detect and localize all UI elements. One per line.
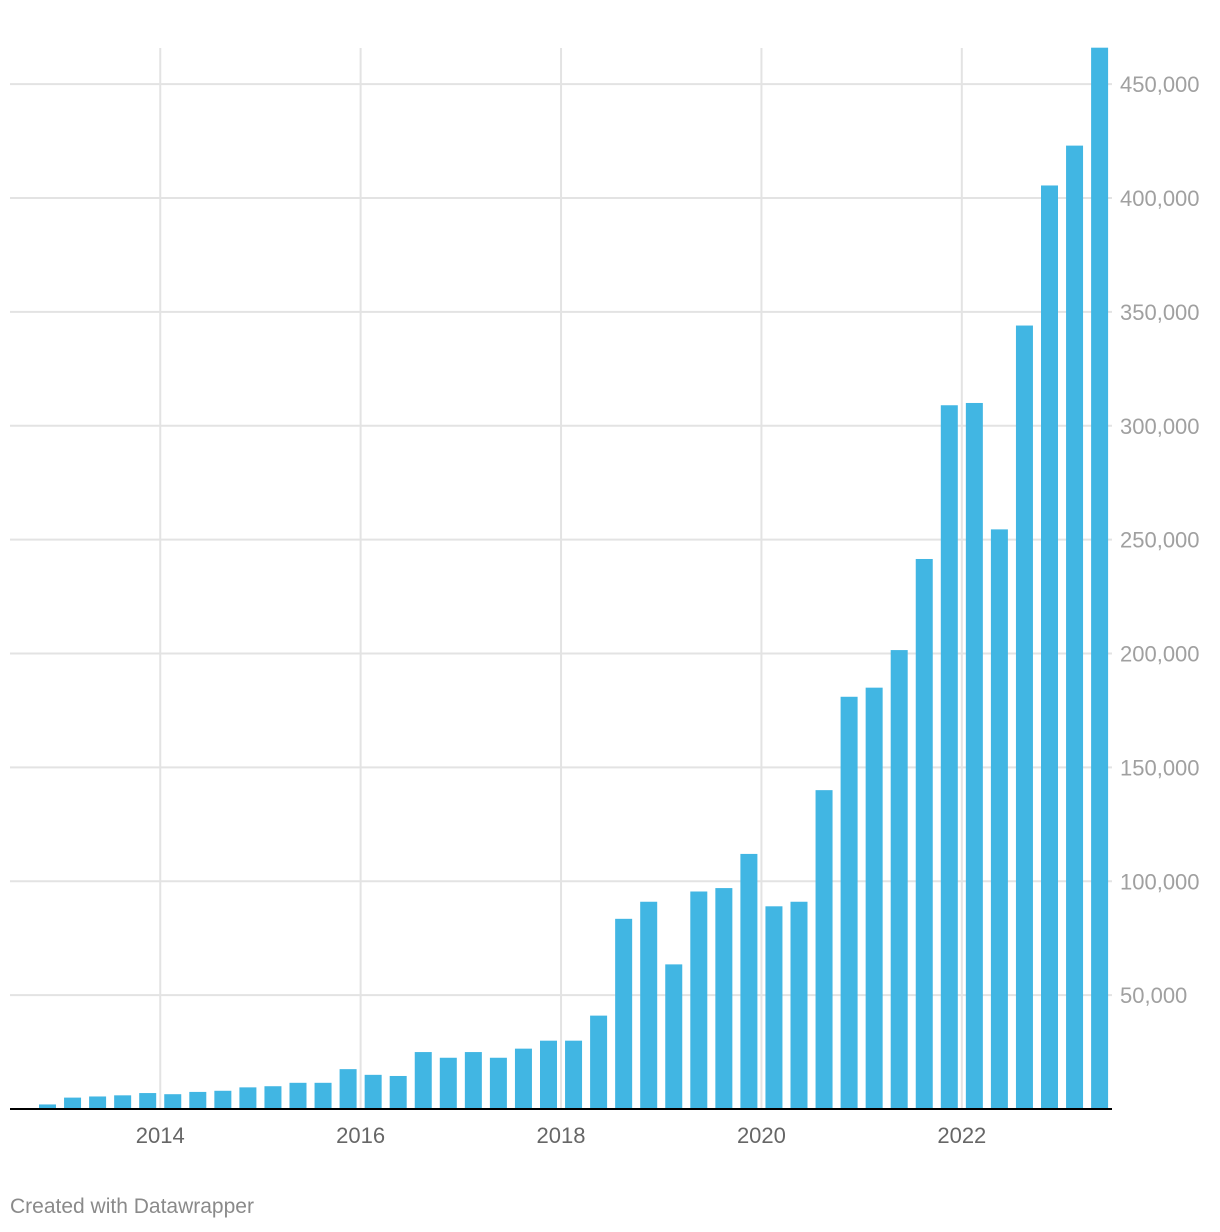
bar-2015-Q1 (264, 1086, 282, 1109)
bar-2013-Q1 (64, 1097, 82, 1109)
bar-2021-Q4 (940, 405, 958, 1109)
bar-2016-Q3 (414, 1052, 432, 1109)
bar-2022-Q4 (1041, 185, 1058, 1109)
bar-2021-Q2 (890, 650, 908, 1109)
y-tick-label: 200,000 (1120, 642, 1200, 667)
bar-2020-Q4 (840, 696, 858, 1109)
bar-2018-Q4 (640, 901, 658, 1109)
bar-2022-Q3 (1015, 325, 1033, 1109)
bar-2015-Q3 (314, 1082, 332, 1109)
bar-2017-Q3 (514, 1048, 532, 1109)
bar-2021-Q3 (915, 558, 933, 1109)
bar-2019-Q2 (690, 891, 708, 1109)
bar-2014-Q3 (214, 1090, 232, 1109)
y-tick-label: 300,000 (1120, 414, 1200, 439)
y-tick-label: 100,000 (1120, 869, 1200, 894)
bar-2022-Q2 (990, 529, 1008, 1109)
y-axis-ticks: 50,000 100,000 150,000 200,000 250,000 300,00… (1120, 72, 1200, 1008)
y-tick-label: 250,000 (1120, 528, 1200, 553)
bar-2013-Q3 (114, 1095, 132, 1109)
x-tick-label: 2016 (336, 1123, 385, 1148)
bar-2012-Q4 (39, 1104, 56, 1109)
bar-chart: 50,000 100,000 150,000 200,000 250,000 300,00… (10, 47, 1200, 1148)
bar-2017-Q2 (489, 1057, 507, 1109)
bar-2018-Q3 (615, 918, 633, 1109)
bar-2021-Q1 (865, 687, 883, 1109)
y-tick-label: 450,000 (1120, 72, 1200, 97)
bar-2017-Q1 (464, 1052, 482, 1109)
bar-2019-Q4 (740, 853, 758, 1109)
bar-2013-Q2 (89, 1096, 107, 1109)
grid-lines (10, 48, 1112, 1109)
bar-2016-Q4 (439, 1057, 457, 1109)
y-tick-label: 150,000 (1120, 755, 1200, 780)
bar-2015-Q4 (339, 1069, 357, 1109)
bar-2013-Q4 (139, 1093, 157, 1109)
bar-2023-Q1 (1066, 145, 1084, 1109)
bar-2020-Q1 (765, 906, 783, 1109)
y-tick-label: 400,000 (1120, 186, 1200, 211)
bar-2016-Q2 (389, 1075, 407, 1109)
datawrapper-credit: Created with Datawrapper (10, 1195, 254, 1218)
y-tick-label: 50,000 (1120, 983, 1187, 1008)
bar-2022-Q1 (965, 402, 983, 1110)
bar-2014-Q2 (189, 1091, 207, 1109)
x-tick-label: 2020 (737, 1123, 786, 1148)
x-tick-label: 2014 (136, 1123, 185, 1148)
bar-2020-Q3 (815, 790, 833, 1109)
bar-2018-Q2 (590, 1015, 608, 1109)
bar-series (39, 47, 1109, 1110)
bar-2014-Q4 (239, 1087, 257, 1109)
bar-2020-Q2 (790, 901, 808, 1109)
bar-2023-Q2 (1091, 47, 1109, 1109)
y-tick-label: 350,000 (1120, 300, 1200, 325)
bar-2019-Q1 (665, 964, 683, 1109)
bar-2014-Q1 (164, 1094, 182, 1109)
x-tick-label: 2018 (537, 1123, 586, 1148)
bar-2016-Q1 (364, 1074, 382, 1109)
bar-2019-Q3 (715, 888, 733, 1109)
bar-2015-Q2 (289, 1082, 307, 1109)
x-axis-ticks: 2014 2016 2018 2020 2022 (136, 1123, 987, 1148)
bar-2018-Q1 (565, 1040, 583, 1109)
x-tick-label: 2022 (937, 1123, 986, 1148)
bar-2017-Q4 (540, 1040, 557, 1109)
